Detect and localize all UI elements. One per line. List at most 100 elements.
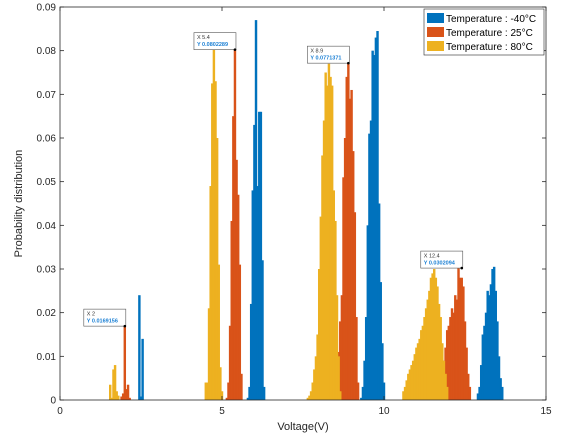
bar (434, 277, 438, 400)
datatip-2[interactable]: X 8.9Y 0.0771371 (307, 45, 350, 65)
datatip-x-label: X 12.4 (424, 254, 440, 260)
bar (321, 155, 324, 400)
bar (366, 225, 370, 400)
series-2 (109, 46, 449, 401)
bar (361, 386, 365, 400)
bar (413, 354, 416, 400)
bar (405, 380, 408, 400)
legend-entry-1[interactable]: Temperature : 25°C (427, 27, 533, 39)
bar (445, 386, 449, 400)
bar (256, 186, 259, 400)
bar (458, 277, 462, 400)
x-axis-label: Voltage(V) (277, 421, 328, 433)
bar (139, 396, 143, 400)
legend-entry-2[interactable]: Temperature : 80°C (427, 41, 533, 53)
bar (426, 299, 429, 400)
bar (431, 273, 434, 400)
axis-ticks: 0 5 10 15 0 0.01 0.02 0.03 0.04 0.05 0.06 0.07 0.08 0… (37, 3, 552, 418)
bar (217, 264, 220, 400)
bar (117, 395, 120, 400)
y-tick-label: 0.02 (37, 308, 57, 319)
legend-label: Temperature : 80°C (446, 42, 533, 53)
bar (230, 220, 233, 400)
bar (457, 268, 460, 400)
datatip-x-label: X 2 (87, 312, 95, 318)
bar (232, 116, 235, 401)
bar (211, 83, 214, 401)
bar (248, 386, 251, 400)
y-tick-label: 0 (50, 396, 56, 407)
bar (423, 317, 426, 400)
bar (494, 290, 497, 400)
x-tick-label: 10 (378, 406, 390, 417)
bar (207, 308, 211, 400)
bar (345, 76, 348, 400)
bar (364, 317, 368, 400)
datatip-3[interactable]: X 12.4Y 0.0302094 (420, 250, 464, 270)
bar (497, 356, 501, 400)
bar (348, 98, 352, 400)
bar (454, 295, 457, 400)
bar (238, 264, 242, 400)
bar (437, 303, 441, 400)
bar (410, 365, 413, 400)
bar (381, 343, 384, 400)
datatip-x-label: X 5.4 (197, 35, 210, 41)
series-1 (120, 49, 472, 401)
bar (335, 295, 339, 400)
bar (486, 290, 489, 400)
legend-swatch (427, 13, 444, 23)
bar (115, 391, 118, 400)
bar (416, 343, 420, 400)
bar (444, 373, 447, 400)
bar (429, 277, 433, 400)
bar (352, 151, 355, 400)
bar (121, 393, 125, 400)
datatip-1[interactable]: X 5.4Y 0.0802289 (193, 32, 237, 51)
bar (465, 347, 468, 400)
bar (126, 384, 130, 400)
legend-entry-0[interactable]: Temperature : -40°C (427, 13, 536, 25)
bar (258, 111, 261, 401)
bar (499, 378, 502, 400)
y-tick-label: 0.07 (37, 90, 57, 101)
bar (204, 382, 208, 400)
bar (251, 190, 254, 400)
bar (488, 295, 491, 400)
bar (445, 330, 449, 400)
bar (374, 37, 378, 401)
bar (433, 269, 436, 400)
y-tick-label: 0.06 (37, 134, 57, 145)
bar (481, 334, 485, 400)
bar (492, 266, 496, 400)
bar (424, 308, 428, 400)
bar (420, 330, 423, 400)
datatip-y-label: Y 0.0771371 (310, 56, 341, 62)
bar (313, 369, 316, 400)
bar (450, 308, 454, 400)
bar (306, 397, 310, 400)
bar-series-layer (109, 20, 504, 401)
x-tick-label: 5 (219, 406, 225, 417)
bar (369, 120, 373, 401)
datatip-0[interactable]: X 2Y 0.0169156 (83, 308, 127, 328)
legend[interactable]: Temperature : -40°C Temperature : 25°C Tem… (423, 8, 545, 56)
bar (467, 373, 470, 400)
bar (415, 347, 418, 400)
bar (235, 159, 238, 400)
plot-area (60, 7, 546, 400)
bar (128, 397, 131, 400)
bar (319, 216, 323, 400)
bar (141, 338, 144, 400)
bar (368, 133, 371, 400)
plot-frame (59, 6, 547, 401)
datatip-y-label: Y 0.0802289 (197, 42, 228, 48)
bar (215, 138, 219, 400)
bar (483, 325, 486, 400)
bar (233, 49, 237, 400)
bar (468, 386, 472, 400)
bar (324, 72, 327, 400)
datatip-box (193, 32, 237, 50)
datatip-marker (123, 324, 127, 328)
